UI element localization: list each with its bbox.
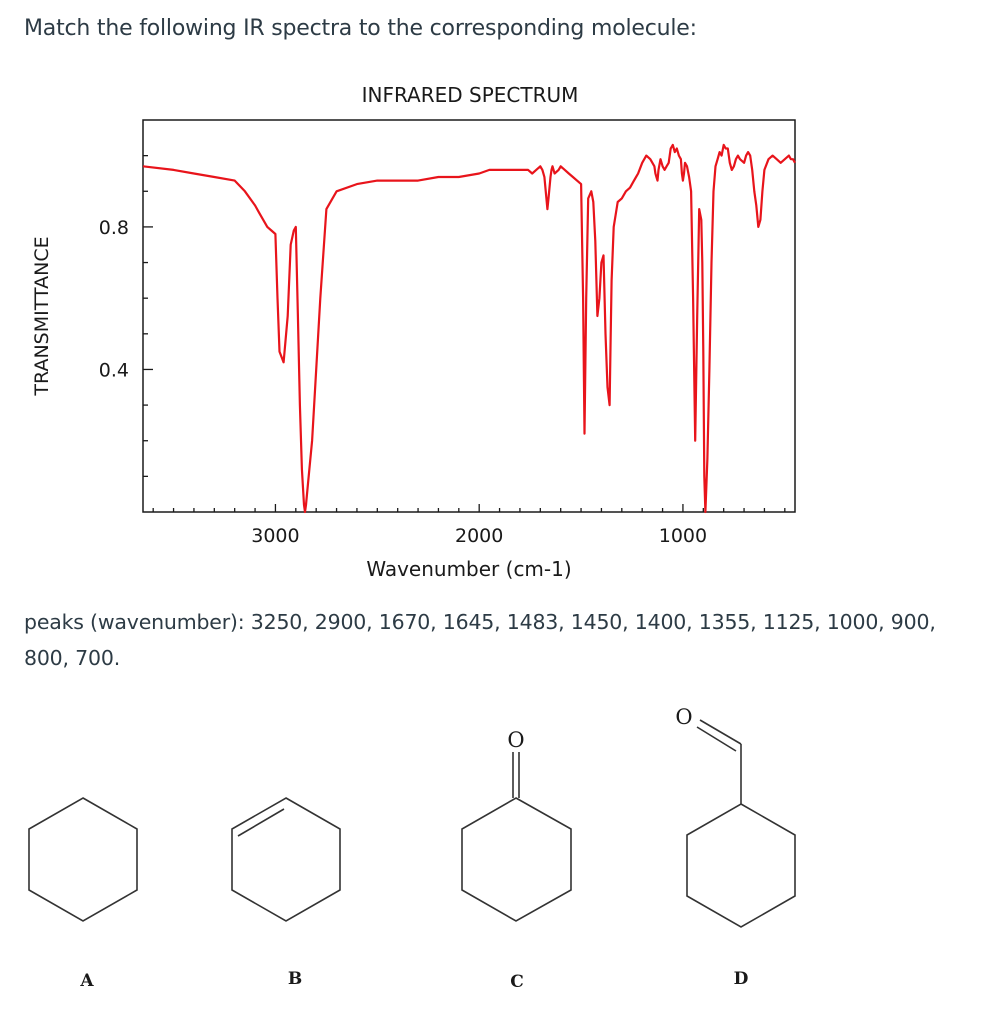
molecule-label-c: C [510, 972, 524, 992]
molecule-label-a: A [79, 971, 94, 991]
y-tick-labels: 0.8 0.4 [99, 217, 129, 382]
aldehyde-carbonyl-bond-2 [696, 726, 737, 752]
axis-ticks [143, 154, 786, 512]
x-tick-label: 1000 [659, 525, 707, 547]
oxygen-atom-c: O [507, 728, 524, 752]
plot-frame [142, 119, 796, 513]
aldehyde-carbonyl-bond-1 [699, 719, 742, 745]
cyclohexene-ring [231, 797, 341, 922]
question-text: Match the following IR spectra to the co… [24, 16, 697, 41]
x-tick-labels: 3000 2000 1000 [251, 525, 707, 547]
cyclohexene-double-bond [237, 808, 285, 837]
molecule-d[interactable]: O D [675, 705, 796, 989]
cyclohexyl-ring [686, 803, 796, 928]
molecule-b[interactable]: B [231, 797, 341, 989]
spectrum-line [142, 143, 796, 514]
y-tick-label: 0.8 [99, 217, 129, 239]
oxygen-atom-d: O [675, 705, 692, 729]
cyclohexane-ring [28, 797, 138, 922]
molecule-a[interactable]: A [28, 797, 138, 991]
y-tick-label: 0.4 [99, 359, 129, 381]
molecule-label-d: D [734, 969, 749, 989]
y-axis-label: TRANSMITTANCE [31, 236, 53, 396]
x-tick-label: 2000 [455, 525, 503, 547]
molecule-label-b: B [288, 969, 302, 989]
ir-spectrum-chart: INFRARED SPECTRUM 3000 2000 1000 0.8 0.4 Wa… [31, 83, 796, 581]
cyclohexanone-ring [461, 797, 572, 922]
x-axis-label: Wavenumber (cm-1) [366, 557, 571, 581]
ir-spectrum-figure: INFRARED SPECTRUM 3000 2000 1000 0.8 0.4 Wa… [0, 70, 985, 600]
molecule-c[interactable]: O C [461, 728, 572, 992]
molecule-choices: A B O C O D [0, 690, 985, 1024]
peaks-list: peaks (wavenumber): 3250, 2900, 1670, 16… [24, 610, 936, 670]
x-tick-label: 3000 [251, 525, 299, 547]
chart-title: INFRARED SPECTRUM [362, 83, 579, 107]
